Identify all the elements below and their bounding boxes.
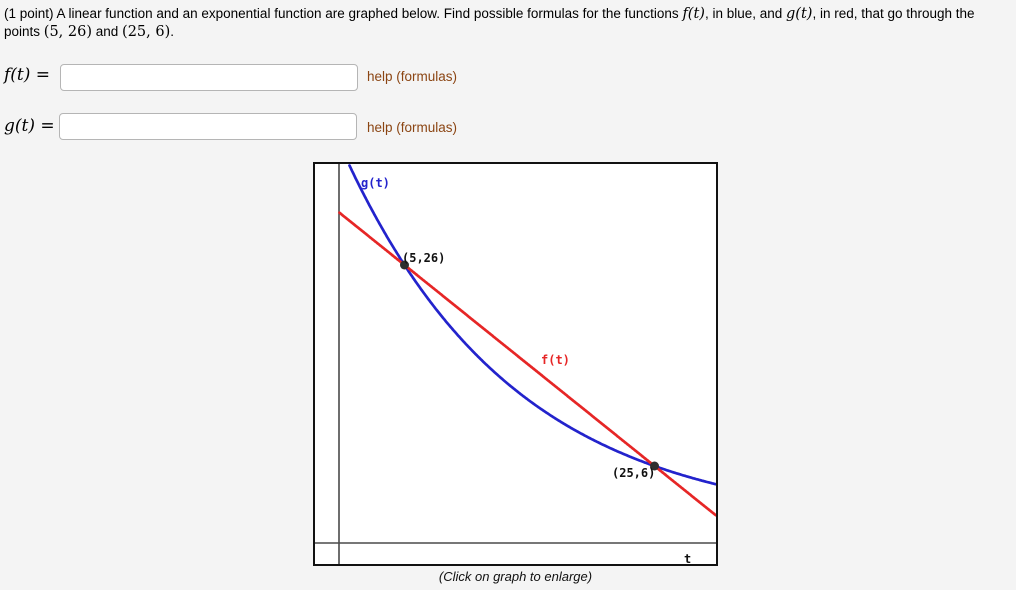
problem-seg6: . <box>170 24 175 39</box>
g-answer-label: g(t) = <box>4 116 55 136</box>
problem-seg5: and <box>92 24 123 39</box>
problem-seg3: , in red, that go through the <box>812 6 975 21</box>
graph-enlarge-caption: (Click on graph to enlarge) <box>438 569 593 584</box>
point1-text: (5, 26) <box>43 24 92 40</box>
problem-statement: (1 point) A linear function and an expon… <box>4 5 1014 41</box>
point1-label: (5,26) <box>402 251 446 265</box>
problem-seg1: (1 point) A linear function and an expon… <box>4 6 683 21</box>
t-axis-label: t <box>684 552 692 566</box>
f-function-name: f(t) <box>682 6 705 22</box>
point2-text: (25, 6) <box>122 24 171 40</box>
graph-plot <box>313 162 718 566</box>
f-answer-input[interactable] <box>60 64 358 91</box>
g-curve-label: g(t) <box>361 176 390 190</box>
point2-label: (25,6) <box>612 466 656 480</box>
function-graph[interactable]: g(t) (5,26) f(t) (25,6) t <box>313 162 718 566</box>
graph-frame <box>313 162 718 566</box>
plot-background <box>313 162 718 566</box>
problem-seg4: points <box>4 24 44 39</box>
g-help-formulas-link[interactable]: help (formulas) <box>367 120 458 135</box>
point-25-6-dot <box>650 461 659 471</box>
f-help-formulas-link[interactable]: help (formulas) <box>367 69 458 84</box>
point-5-26-dot <box>400 260 409 270</box>
g-function-name: g(t) <box>786 6 813 22</box>
f-answer-label: f(t) = <box>4 65 51 85</box>
g-answer-input[interactable] <box>59 113 357 140</box>
f-line-label: f(t) <box>541 353 570 367</box>
problem-seg2: , in blue, and <box>704 6 787 21</box>
